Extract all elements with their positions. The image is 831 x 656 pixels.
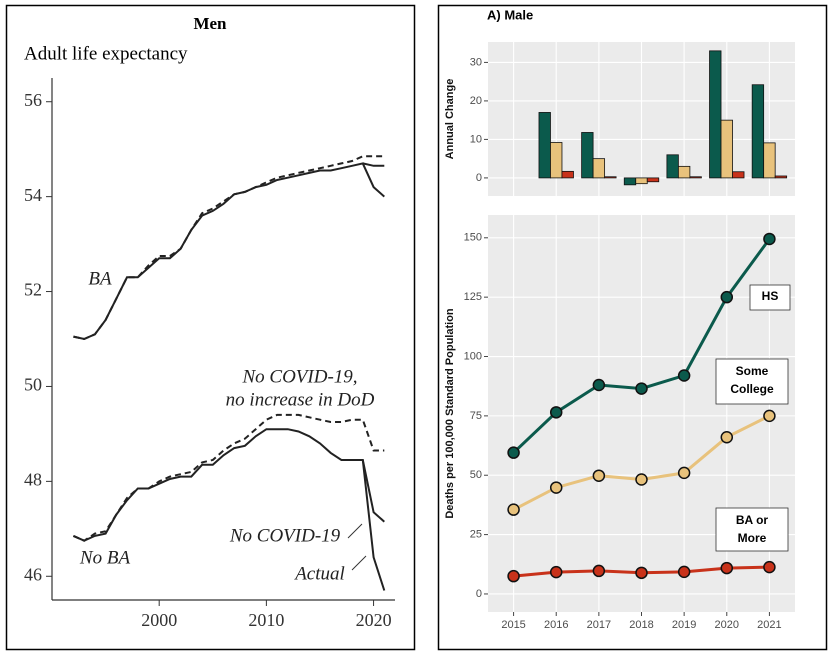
- bar: [720, 119, 733, 179]
- bar: [774, 175, 788, 179]
- x-tick-label: 2021: [757, 619, 781, 631]
- point: [720, 561, 734, 575]
- bar: [689, 176, 702, 179]
- x-tick-label: 2016: [544, 619, 568, 631]
- y-tick-label: 10: [470, 133, 482, 145]
- bar: [763, 142, 776, 179]
- x-tick-label: 2018: [629, 619, 653, 631]
- bar: [732, 171, 745, 179]
- leader-line: [351, 555, 367, 571]
- leader-line: [347, 523, 363, 539]
- label-box: [749, 284, 791, 311]
- point: [592, 378, 606, 392]
- point: [507, 446, 520, 459]
- y-tick-label: 50: [470, 469, 482, 481]
- point: [549, 565, 563, 579]
- y-tick-label: 125: [464, 291, 482, 303]
- group-label: No BA: [79, 547, 131, 568]
- point: [592, 564, 606, 578]
- point: [720, 430, 734, 444]
- point: [635, 566, 648, 580]
- bar: [677, 165, 691, 179]
- series-line: [73, 155, 385, 341]
- bar: [581, 132, 594, 179]
- point: [635, 382, 648, 395]
- point: [677, 565, 691, 579]
- label-box: [715, 507, 789, 552]
- series-label: BA or: [736, 513, 769, 527]
- point: [549, 481, 563, 494]
- y-tick-label: 30: [470, 56, 482, 68]
- y-tick-label: 20: [470, 95, 482, 107]
- point: [677, 369, 691, 382]
- x-tick-label: 2017: [587, 619, 611, 631]
- x-tick-label: 2010: [248, 610, 284, 630]
- chart-subtitle: Adult life expectancy: [24, 43, 188, 64]
- point: [592, 469, 606, 482]
- y-tick-label: 54: [24, 185, 42, 205]
- bar: [561, 170, 574, 179]
- point: [720, 290, 734, 304]
- point: [507, 569, 520, 583]
- chart-title: Men: [193, 14, 227, 33]
- bar: [550, 142, 563, 179]
- y-tick-label: 0: [476, 588, 482, 600]
- series-line: [362, 162, 385, 167]
- series-label: HS: [762, 289, 779, 303]
- y-tick-label: 48: [24, 469, 42, 489]
- point: [763, 232, 776, 246]
- series-label: More: [738, 531, 767, 545]
- series-line: [361, 459, 385, 523]
- x-tick-label: 2015: [501, 619, 525, 631]
- y-tick-label: 50: [24, 375, 42, 395]
- series-label: No COVID-19,: [241, 366, 357, 387]
- x-tick-label: 2020: [715, 619, 739, 631]
- point: [507, 503, 520, 516]
- y-tick-label: 25: [470, 529, 482, 541]
- y-tick-label: 100: [464, 350, 482, 362]
- bar: [709, 50, 722, 179]
- label-box: [715, 358, 789, 405]
- point: [763, 560, 776, 574]
- series-label: Actual: [293, 563, 345, 584]
- y-tick-label: 46: [24, 564, 42, 584]
- bar: [604, 176, 617, 179]
- series-label: College: [730, 382, 774, 396]
- series-line: [72, 413, 385, 542]
- bar: [592, 158, 606, 179]
- y-tick-label: 56: [24, 90, 42, 110]
- bar: [666, 154, 679, 179]
- series-label: no increase in DoD: [226, 389, 375, 410]
- series-line: [72, 428, 386, 591]
- series-label: Some: [736, 364, 769, 378]
- chart-title: A) Male: [487, 7, 533, 22]
- x-tick-label: 2020: [356, 610, 392, 630]
- point: [635, 473, 648, 486]
- point: [677, 466, 691, 480]
- bar: [538, 112, 551, 179]
- bar: [646, 177, 660, 183]
- y-axis-label: Annual Change: [444, 79, 456, 160]
- y-tick-label: 0: [476, 172, 482, 184]
- y-tick-label: 150: [464, 232, 482, 244]
- y-tick-label: 52: [24, 280, 42, 300]
- series-label: No COVID-19: [229, 525, 341, 546]
- point: [763, 409, 776, 423]
- left-panel-frame: [5, 4, 416, 651]
- bar: [635, 177, 648, 185]
- bar: [623, 177, 637, 186]
- bar: [751, 84, 765, 179]
- group-label: BA: [88, 268, 112, 289]
- y-tick-label: 75: [470, 410, 482, 422]
- x-tick-label: 2000: [141, 610, 177, 630]
- point: [549, 406, 563, 419]
- y-axis-label: Deaths per 100,000 Standard Population: [444, 308, 456, 519]
- x-tick-label: 2019: [672, 619, 696, 631]
